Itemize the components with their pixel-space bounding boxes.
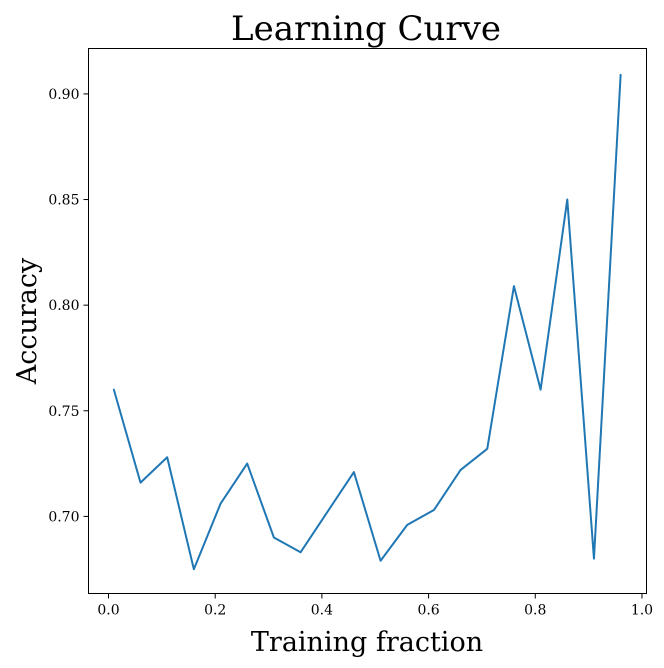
x-tick-label: 0.4 [311, 603, 333, 619]
chart-title: Learning Curve [231, 9, 501, 49]
y-tick-label: 0.70 [48, 509, 79, 525]
y-axis: 0.70 0.75 0.80 0.85 0.90 [48, 87, 89, 525]
y-tick-label: 0.75 [48, 404, 79, 420]
plot-frame [88, 48, 647, 594]
y-tick-label: 0.90 [48, 87, 79, 103]
series-layer [112, 73, 622, 571]
series-line [112, 73, 622, 571]
y-axis-label: Accuracy [12, 257, 43, 385]
y-tick-label: 0.80 [48, 298, 79, 314]
x-tick-label: 1.0 [631, 603, 653, 619]
y-tick-label: 0.85 [48, 193, 79, 209]
x-tick-label: 0.0 [97, 603, 119, 619]
x-tick-label: 0.2 [204, 603, 226, 619]
x-axis-label: Training fraction [251, 627, 483, 658]
x-axis: 0.0 0.2 0.4 0.6 0.8 1.0 [97, 593, 653, 619]
x-tick-label: 0.6 [417, 603, 439, 619]
x-tick-label: 0.8 [524, 603, 546, 619]
